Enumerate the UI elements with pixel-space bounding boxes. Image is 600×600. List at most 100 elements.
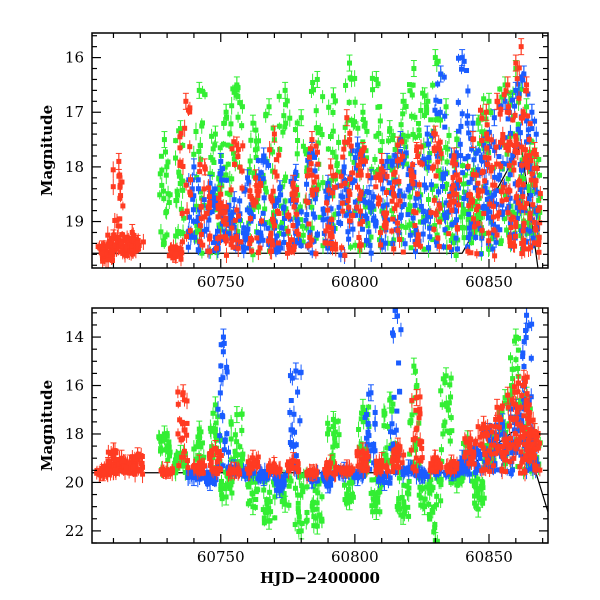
- data-point: [352, 119, 358, 125]
- data-point: [240, 451, 246, 457]
- data-point: [361, 419, 367, 425]
- data-point: [314, 149, 320, 155]
- data-point: [272, 203, 278, 209]
- data-point: [357, 243, 363, 249]
- data-point: [482, 178, 488, 184]
- data-point: [315, 140, 321, 146]
- data-point: [237, 164, 243, 170]
- data-point: [522, 246, 528, 252]
- data-point: [179, 210, 185, 216]
- data-point: [276, 152, 282, 158]
- data-point: [293, 223, 299, 229]
- data-point: [178, 130, 184, 136]
- data-point: [437, 219, 443, 225]
- data-point: [118, 242, 124, 248]
- data-point: [416, 127, 422, 133]
- data-point: [502, 216, 508, 222]
- data-point: [256, 204, 262, 210]
- data-point: [418, 203, 424, 209]
- data-point: [306, 221, 312, 227]
- data-point: [294, 211, 300, 217]
- data-point: [188, 177, 194, 183]
- data-point: [425, 197, 431, 203]
- data-point: [232, 217, 238, 223]
- data-point: [210, 240, 216, 246]
- data-point: [519, 251, 525, 257]
- data-point: [378, 242, 384, 248]
- data-point: [240, 143, 246, 149]
- data-point: [358, 172, 364, 178]
- data-point: [391, 171, 397, 177]
- data-point: [347, 191, 353, 197]
- data-point: [246, 179, 252, 185]
- x-tick-label: 60850: [465, 273, 513, 291]
- data-point: [207, 180, 213, 186]
- data-point: [110, 235, 116, 241]
- data-point: [390, 132, 396, 138]
- data-point: [327, 133, 333, 139]
- data-point: [110, 184, 116, 190]
- data-point: [127, 242, 133, 248]
- data-point: [167, 246, 173, 252]
- data-point: [475, 193, 481, 199]
- data-point: [295, 231, 301, 237]
- data-point: [428, 117, 434, 123]
- data-point: [157, 192, 163, 198]
- data-point: [325, 245, 331, 251]
- data-point: [385, 138, 391, 144]
- data-point: [225, 216, 231, 222]
- data-point: [274, 173, 280, 179]
- data-point: [530, 202, 536, 208]
- data-point: [223, 482, 229, 488]
- data-point: [349, 148, 355, 154]
- data-point: [512, 112, 518, 118]
- data-point: [95, 244, 101, 250]
- data-point: [210, 455, 216, 461]
- data-point: [369, 75, 375, 81]
- data-point: [498, 241, 504, 247]
- data-point: [455, 202, 461, 208]
- data-point: [195, 214, 201, 220]
- data-point: [494, 161, 500, 167]
- data-point: [284, 250, 290, 256]
- data-point: [193, 129, 199, 135]
- data-point: [241, 248, 247, 254]
- data-point: [228, 121, 234, 127]
- data-point: [456, 195, 462, 201]
- data-point: [298, 217, 304, 223]
- data-point: [248, 213, 254, 219]
- data-point: [512, 103, 518, 109]
- data-point: [532, 165, 538, 171]
- data-point: [218, 483, 224, 489]
- data-point: [231, 89, 237, 95]
- data-point: [517, 204, 523, 210]
- data-point: [513, 223, 519, 229]
- data-point: [420, 208, 426, 214]
- data-point: [309, 137, 315, 143]
- data-point: [196, 247, 202, 253]
- data-point: [390, 166, 396, 172]
- data-point: [221, 120, 227, 126]
- data-point: [449, 186, 455, 192]
- data-point: [187, 228, 193, 234]
- data-point: [358, 416, 364, 422]
- data-point: [207, 425, 213, 431]
- data-point: [377, 148, 383, 154]
- data-point: [362, 199, 368, 205]
- data-point: [266, 518, 272, 524]
- data-point: [345, 139, 351, 145]
- data-point: [347, 75, 353, 81]
- data-point: [497, 111, 503, 117]
- data-point: [321, 211, 327, 217]
- data-point: [475, 167, 481, 173]
- data-point: [220, 141, 226, 147]
- data-point: [415, 153, 421, 159]
- plot-frame: [91, 32, 549, 269]
- data-point: [349, 117, 355, 123]
- data-point: [219, 478, 225, 484]
- data-point: [178, 206, 184, 212]
- data-point: [522, 205, 528, 211]
- data-point: [384, 202, 390, 208]
- data-point: [255, 229, 261, 235]
- data-point: [507, 172, 513, 178]
